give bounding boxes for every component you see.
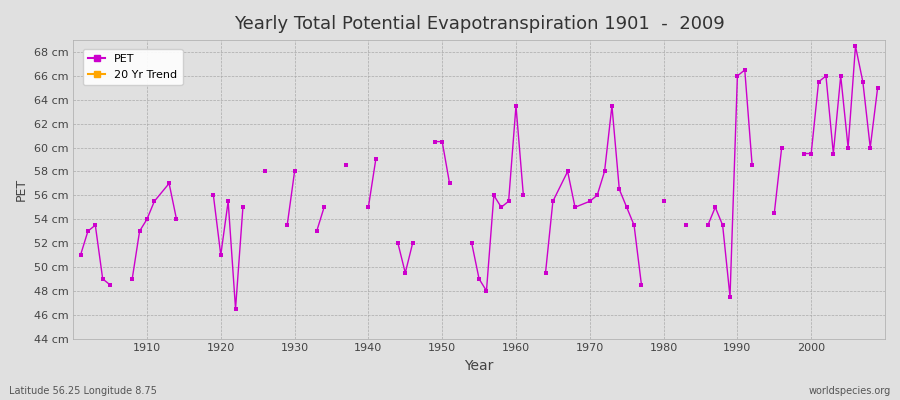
- Title: Yearly Total Potential Evapotranspiration 1901  -  2009: Yearly Total Potential Evapotranspiratio…: [234, 15, 724, 33]
- X-axis label: Year: Year: [464, 359, 494, 373]
- Text: Latitude 56.25 Longitude 8.75: Latitude 56.25 Longitude 8.75: [9, 386, 157, 396]
- Y-axis label: PET: PET: [15, 178, 28, 201]
- Text: worldspecies.org: worldspecies.org: [809, 386, 891, 396]
- Legend: PET, 20 Yr Trend: PET, 20 Yr Trend: [83, 49, 183, 85]
